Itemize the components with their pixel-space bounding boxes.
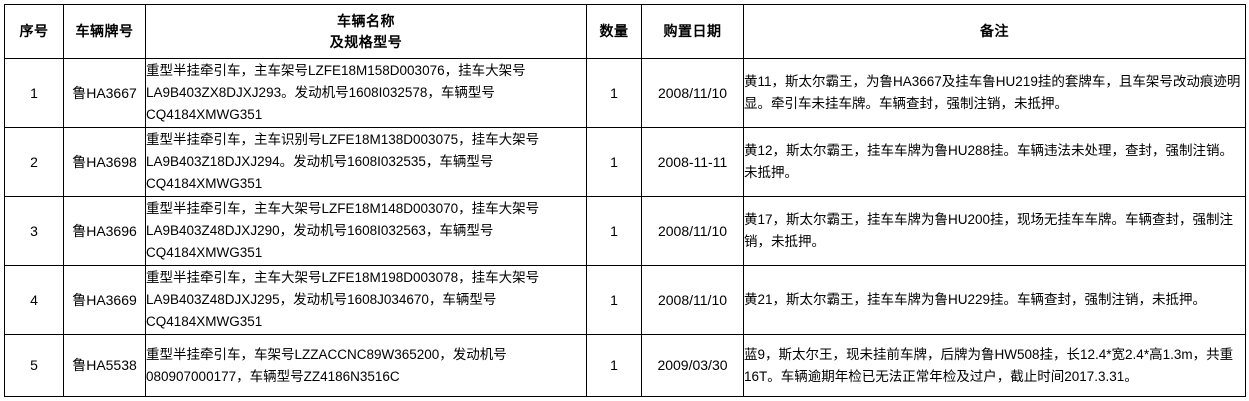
table-row: 4 鲁HA3669 重型半挂牵引车，主车大架号LZFE18M198D003078… — [4, 265, 1246, 335]
cell-purchase-date: 2008/11/10 — [641, 265, 744, 335]
cell-plate: 鲁HA3698 — [63, 127, 146, 197]
column-header-name-label-second: 及规格型号 — [329, 33, 403, 50]
cell-quantity: 1 — [586, 127, 642, 197]
cell-name-text: 重型半挂牵引车，主车大架号LZFE18M148D003070，挂车大架号LA9B… — [146, 201, 540, 260]
cell-purchase-date: 2008/11/10 — [641, 58, 744, 128]
cell-plate: 鲁HA3667 — [63, 58, 146, 128]
column-header-purchase-date-label: 购置日期 — [663, 23, 722, 39]
column-header-name-label: 车辆名称 — [337, 12, 395, 29]
cell-name-text: 重型半挂牵引车，车架号LZZACCNC89W365200，发动机号0809070… — [146, 346, 507, 384]
table-header: 序号 车辆牌号 车辆名称 及规格型号 数量 购置日期 备注 — [4, 4, 1246, 59]
cell-plate: 鲁HA3696 — [63, 196, 146, 266]
table-row: 2 鲁HA3698 重型半挂牵引车，主车识别号LZFE18M138D003075… — [4, 127, 1246, 197]
cell-quantity: 1 — [586, 58, 642, 128]
cell-remark-text: 黄11，斯太尔霸王，为鲁HA3667及挂车鲁HU219挂的套牌车，且车架号改动痕… — [744, 74, 1241, 111]
column-header-name: 车辆名称 及规格型号 — [145, 4, 587, 59]
cell-name: 重型半挂牵引车，主车大架号LZFE18M198D003078，挂车大架号LA9B… — [145, 265, 587, 335]
cell-name-text: 重型半挂牵引车，主车架号LZFE18M158D003076，挂车大架号LA9B4… — [146, 63, 526, 122]
cell-remark-text: 蓝9，斯太尔王，现未挂前车牌，后牌为鲁HW508挂，长12.4*宽2.4*高1.… — [744, 346, 1234, 384]
vehicle-inventory-table: 序号 车辆牌号 车辆名称 及规格型号 数量 购置日期 备注 — [4, 4, 1246, 397]
table-body: 1 鲁HA3667 重型半挂牵引车，主车架号LZFE18M158D003076，… — [4, 58, 1246, 397]
cell-purchase-date: 2009/03/30 — [641, 334, 744, 397]
cell-name-text: 重型半挂牵引车，主车识别号LZFE18M138D003075，挂车大架号LA9B… — [146, 132, 540, 191]
cell-quantity: 1 — [586, 196, 642, 266]
cell-purchase-date: 2008-11-11 — [641, 127, 744, 197]
cell-remark-text: 黄21，斯太尔霸王，挂车车牌为鲁HU229挂。车辆查封，强制注销，未抵押。 — [744, 292, 1207, 308]
cell-index: 1 — [4, 58, 64, 128]
column-header-quantity-label: 数量 — [599, 23, 629, 39]
column-header-plate-label: 车辆牌号 — [75, 23, 134, 39]
column-header-index: 序号 — [4, 4, 64, 59]
column-header-remark: 备注 — [743, 4, 1246, 59]
cell-name-text: 重型半挂牵引车，主车大架号LZFE18M198D003078，挂车大架号LA9B… — [146, 270, 540, 329]
column-header-remark-label: 备注 — [980, 23, 1009, 39]
table-row: 3 鲁HA3696 重型半挂牵引车，主车大架号LZFE18M148D003070… — [4, 196, 1246, 266]
cell-name: 重型半挂牵引车，主车大架号LZFE18M148D003070，挂车大架号LA9B… — [145, 196, 587, 266]
cell-index: 4 — [4, 265, 64, 335]
cell-name: 重型半挂牵引车，主车架号LZFE18M158D003076，挂车大架号LA9B4… — [145, 58, 587, 128]
vehicle-inventory-sheet: 序号 车辆牌号 车辆名称 及规格型号 数量 购置日期 备注 — [4, 4, 1246, 397]
cell-remark-text: 黄12，斯太尔霸王，挂车车牌为鲁HU288挂。车辆违法未处理，查封，强制注销。未… — [744, 143, 1234, 180]
column-header-index-label: 序号 — [19, 23, 49, 39]
cell-quantity: 1 — [586, 334, 642, 397]
cell-remark: 黄11，斯太尔霸王，为鲁HA3667及挂车鲁HU219挂的套牌车，且车架号改动痕… — [743, 58, 1246, 128]
cell-remark: 蓝9，斯太尔王，现未挂前车牌，后牌为鲁HW508挂，长12.4*宽2.4*高1.… — [743, 334, 1246, 397]
cell-quantity: 1 — [586, 265, 642, 335]
table-row: 1 鲁HA3667 重型半挂牵引车，主车架号LZFE18M158D003076，… — [4, 58, 1246, 128]
cell-purchase-date: 2008/11/10 — [641, 196, 744, 266]
cell-index: 2 — [4, 127, 64, 197]
cell-remark: 黄21，斯太尔霸王，挂车车牌为鲁HU229挂。车辆查封，强制注销，未抵押。 — [743, 265, 1246, 335]
cell-remark: 黄17，斯太尔霸王，挂车车牌为鲁HU200挂，现场无挂车车牌。车辆查封，强制注销… — [743, 196, 1246, 266]
table-row: 5 鲁HA5538 重型半挂牵引车，车架号LZZACCNC89W365200，发… — [4, 334, 1246, 397]
cell-plate: 鲁HA3669 — [63, 265, 146, 335]
column-header-purchase-date: 购置日期 — [641, 4, 744, 59]
cell-index: 3 — [4, 196, 64, 266]
cell-remark-text: 黄17，斯太尔霸王，挂车车牌为鲁HU200挂，现场无挂车车牌。车辆查封，强制注销… — [744, 212, 1234, 249]
cell-index: 5 — [4, 334, 64, 397]
cell-plate: 鲁HA5538 — [63, 334, 146, 397]
table-header-row: 序号 车辆牌号 车辆名称 及规格型号 数量 购置日期 备注 — [4, 4, 1246, 59]
cell-name: 重型半挂牵引车，主车识别号LZFE18M138D003075，挂车大架号LA9B… — [145, 127, 587, 197]
column-header-quantity: 数量 — [586, 4, 642, 59]
cell-name: 重型半挂牵引车，车架号LZZACCNC89W365200，发动机号0809070… — [145, 334, 587, 397]
cell-remark: 黄12，斯太尔霸王，挂车车牌为鲁HU288挂。车辆违法未处理，查封，强制注销。未… — [743, 127, 1246, 197]
column-header-plate: 车辆牌号 — [63, 4, 146, 59]
